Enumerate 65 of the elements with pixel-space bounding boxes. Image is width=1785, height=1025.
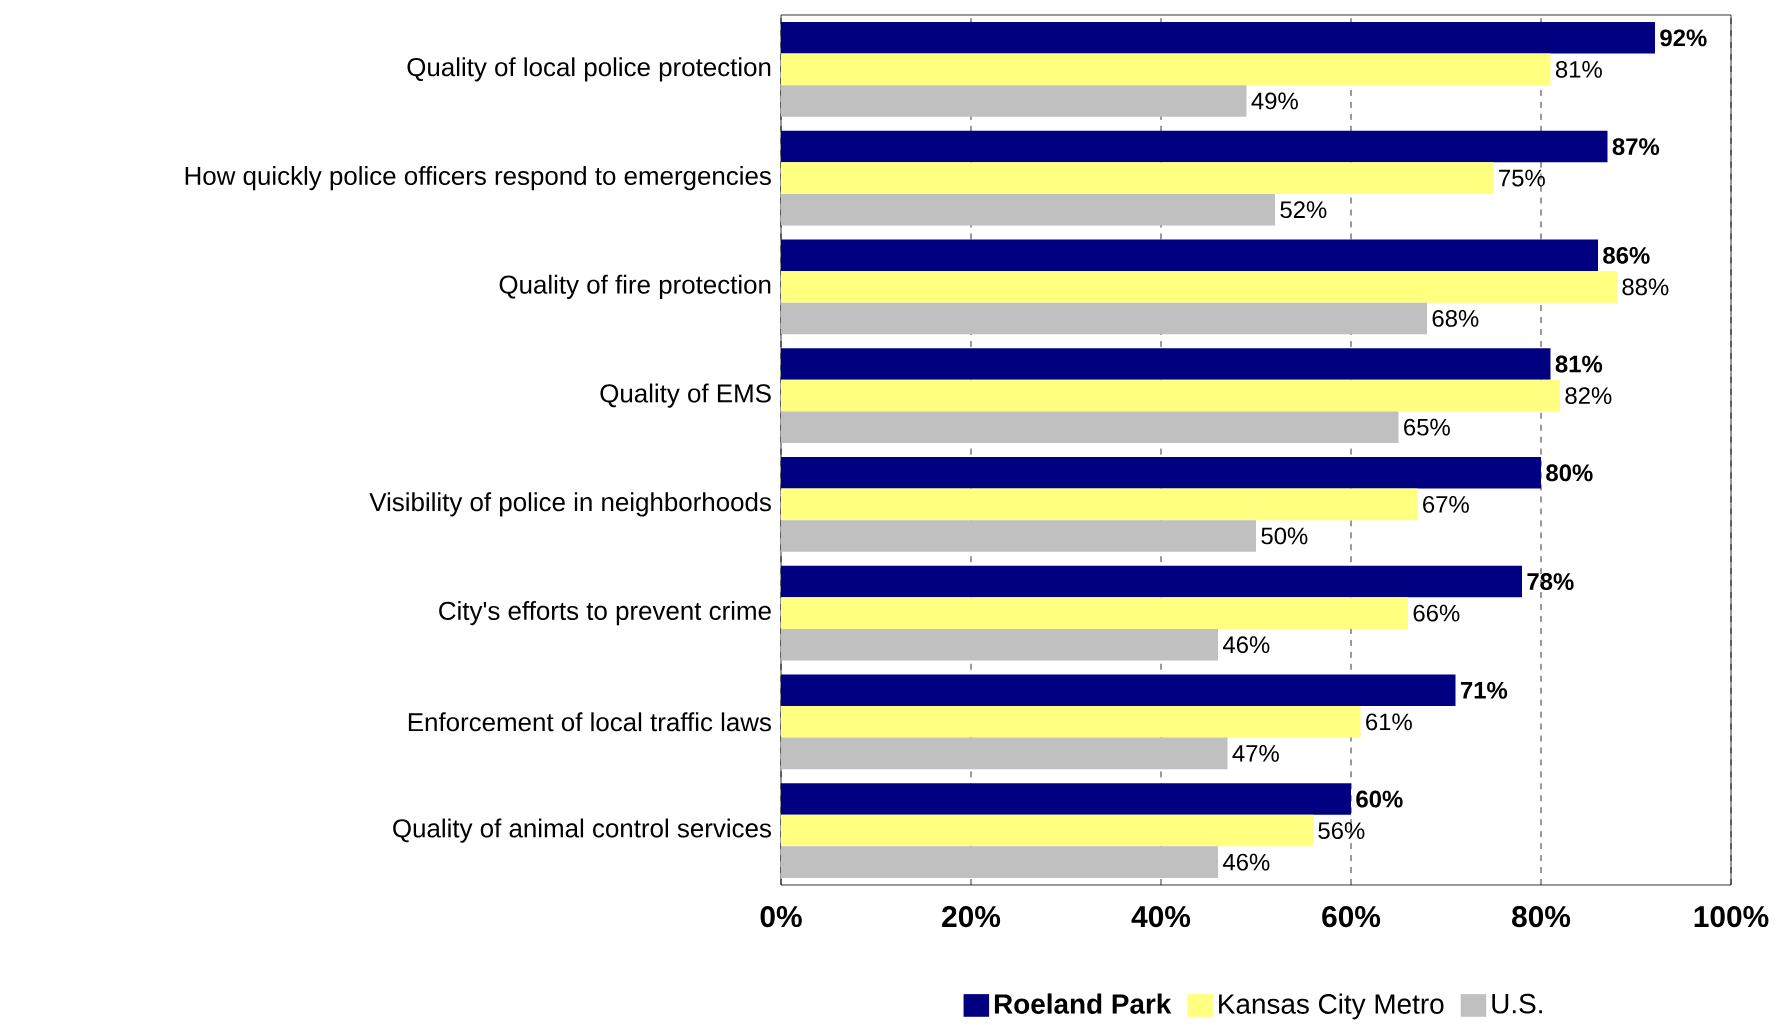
- y-tick-label: How quickly police officers respond to emergencies: [185, 165, 771, 190]
- data-label: 80%: [1546, 464, 1593, 482]
- data-label: 78%: [1527, 572, 1574, 590]
- x-tick-label: 40%: [1131, 905, 1191, 927]
- bar: [781, 162, 1494, 194]
- data-label: 87%: [1612, 137, 1660, 155]
- bar: [781, 814, 1313, 847]
- bar: [781, 193, 1275, 226]
- data-label: 81%: [1555, 355, 1603, 373]
- bar: [781, 737, 1228, 769]
- data-label: 92%: [1660, 29, 1707, 47]
- data-label: 66%: [1413, 604, 1460, 622]
- y-tick-label: Quality of EMS: [600, 383, 771, 408]
- data-label: 71%: [1460, 681, 1508, 699]
- data-label: 52%: [1280, 200, 1327, 218]
- bar: [781, 565, 1522, 598]
- bar: [781, 597, 1408, 629]
- data-label: 86%: [1603, 246, 1650, 264]
- bar: [781, 379, 1560, 412]
- data-label: 67%: [1423, 495, 1469, 513]
- bar: [781, 846, 1218, 878]
- bar: [781, 84, 1247, 117]
- data-label: 50%: [1261, 527, 1308, 545]
- bar: [781, 488, 1418, 520]
- bar: [781, 53, 1551, 85]
- bar: [781, 783, 1351, 815]
- data-label: 46%: [1222, 853, 1270, 871]
- bar: [781, 705, 1361, 738]
- data-label: 82%: [1565, 386, 1612, 404]
- y-tick-label: Visibility of police in neighborhoods: [369, 492, 771, 517]
- y-tick-label: City's efforts to prevent crime: [439, 600, 771, 625]
- bar: [781, 302, 1427, 334]
- bar: [781, 456, 1541, 489]
- data-label: 68%: [1432, 309, 1479, 327]
- x-tick-label: 0%: [760, 905, 802, 927]
- data-label: 60%: [1356, 790, 1403, 808]
- y-tick-label: Quality of local police protection: [407, 57, 771, 82]
- data-label: 46%: [1222, 635, 1270, 653]
- data-label: 65%: [1404, 418, 1450, 436]
- legend-label: Kansas City Metro: [1219, 993, 1444, 1020]
- bar: [781, 239, 1598, 271]
- bar: [781, 130, 1608, 163]
- data-label: 61%: [1366, 713, 1412, 731]
- bar: [781, 270, 1618, 303]
- y-tick-label: Quality of fire protection: [499, 274, 771, 299]
- bar: [781, 348, 1551, 380]
- x-tick-label: 20%: [942, 905, 1001, 927]
- data-label: 81%: [1555, 60, 1602, 78]
- x-tick-label: 80%: [1512, 905, 1571, 927]
- bar: [781, 519, 1256, 552]
- bar: [781, 21, 1656, 54]
- data-label: 88%: [1622, 278, 1669, 296]
- data-label: 56%: [1318, 821, 1365, 839]
- data-label: 49%: [1251, 92, 1298, 110]
- legend-label: U.S.: [1492, 993, 1542, 1014]
- legend-label: Roeland Park: [994, 993, 1172, 1014]
- data-label: 47%: [1232, 744, 1279, 762]
- bar: [781, 411, 1399, 443]
- y-tick-label: Quality of animal control services: [393, 818, 771, 843]
- data-label: 75%: [1499, 169, 1545, 187]
- x-tick-label: 100%: [1694, 905, 1769, 927]
- y-tick-label: Enforcement of local traffic laws: [408, 712, 771, 732]
- x-tick-label: 60%: [1322, 905, 1381, 927]
- bar: [781, 628, 1218, 661]
- bar: [781, 674, 1456, 706]
